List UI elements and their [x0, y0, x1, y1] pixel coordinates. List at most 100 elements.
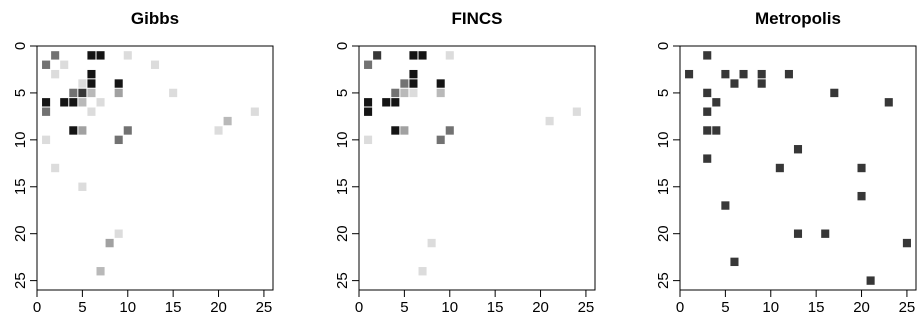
heatmap-cell — [364, 135, 373, 145]
heatmap-cell — [382, 98, 391, 107]
heatmap-cell — [364, 107, 373, 116]
x-tick-label: 15 — [487, 299, 504, 316]
heatmap-cell — [418, 267, 427, 276]
x-tick-label: 5 — [400, 299, 408, 316]
y-tick-label: 15 — [334, 178, 351, 195]
heatmap-cell — [857, 191, 866, 201]
heatmap-cell — [721, 201, 730, 210]
heatmap-cell — [757, 69, 766, 79]
heatmap-cell — [409, 88, 418, 98]
heatmap-cell — [87, 51, 96, 60]
x-tick-label: 20 — [853, 299, 870, 316]
heatmap-cell — [60, 60, 69, 69]
heatmap-cell — [150, 60, 160, 69]
heatmap-cell — [739, 69, 748, 79]
heatmap-cell — [69, 88, 78, 98]
heatmap-cell — [703, 51, 712, 60]
x-tick-label: 10 — [762, 299, 779, 316]
heatmap-cell — [793, 229, 803, 238]
heatmap-cell — [784, 69, 793, 79]
heatmap-cell — [87, 79, 96, 88]
heatmap-cell — [793, 145, 803, 154]
heatmap-cell — [114, 135, 123, 145]
heatmap-cell — [703, 126, 712, 135]
x-tick-label: 10 — [119, 299, 136, 316]
heatmap-cell — [409, 69, 418, 79]
heatmap-cell — [436, 88, 445, 98]
heatmap-cell — [830, 88, 839, 98]
heatmap-cell — [436, 79, 445, 88]
heatmap-cell — [78, 79, 87, 88]
y-tick-label: 20 — [334, 225, 351, 242]
heatmap-cell — [87, 69, 96, 79]
y-tick-label: 10 — [655, 132, 672, 149]
heatmap-cell — [78, 126, 87, 135]
heatmap-cell — [902, 238, 911, 248]
heatmap-cell — [69, 126, 78, 135]
heatmap-cell — [105, 238, 114, 248]
heatmap-cell — [169, 88, 178, 98]
heatmap-cell — [703, 154, 712, 163]
heatmap-cell — [409, 51, 418, 60]
heatmap-cell — [857, 163, 866, 173]
x-tick-label: 25 — [578, 299, 595, 316]
plot-frame — [679, 45, 917, 291]
x-tick-label: 5 — [78, 299, 86, 316]
heatmap-cell — [436, 135, 445, 145]
heatmap-cell — [96, 98, 105, 107]
heatmap-cell — [400, 79, 409, 88]
heatmap-cell — [364, 60, 373, 69]
heatmap-cell — [51, 163, 60, 173]
heatmap-cell — [87, 88, 96, 98]
heatmap-cell — [214, 126, 223, 135]
heatmap-cell — [445, 126, 454, 135]
heatmap-cell — [884, 98, 893, 107]
heatmap-cell — [418, 51, 427, 60]
heatmap-cell — [866, 276, 875, 285]
y-tick-label: 25 — [12, 272, 29, 289]
y-tick-label: 15 — [655, 178, 672, 195]
heatmap-cell — [51, 51, 60, 60]
y-tick-label: 20 — [12, 225, 29, 242]
heatmap-cell — [78, 88, 87, 98]
y-tick-label: 5 — [655, 89, 672, 97]
heatmap-cell — [391, 88, 400, 98]
heatmap-cell — [721, 69, 730, 79]
y-tick-label: 25 — [655, 272, 672, 289]
heatmap-cell — [685, 69, 694, 79]
heatmap-cell — [730, 257, 739, 267]
heatmap-cell — [445, 51, 454, 60]
heatmap-cell — [373, 51, 382, 60]
heatmap-cell — [96, 267, 105, 276]
heatmap-cell — [757, 79, 766, 88]
x-tick-label: 15 — [808, 299, 825, 316]
heatmap-cell — [703, 107, 712, 116]
heatmap-cell — [545, 116, 554, 126]
heatmap-cell — [78, 98, 87, 107]
x-tick-label: 5 — [721, 299, 729, 316]
chart-title: FINCS — [452, 9, 503, 28]
heatmap-cell — [69, 98, 78, 107]
y-tick-label: 10 — [12, 132, 29, 149]
x-tick-label: 20 — [210, 299, 227, 316]
heatmap-cell — [400, 88, 409, 98]
heatmap-cell — [703, 88, 712, 98]
x-tick-label: 0 — [355, 299, 363, 316]
heatmap-cell — [250, 107, 259, 116]
heatmap-cell — [96, 51, 105, 60]
heatmap-cell — [572, 107, 581, 116]
heatmap-cell — [775, 163, 784, 173]
chart-title: Metropolis — [755, 9, 841, 28]
heatmap-cell — [364, 98, 373, 107]
heatmap-cell — [87, 107, 96, 116]
x-tick-label: 25 — [256, 299, 273, 316]
x-tick-label: 0 — [676, 299, 684, 316]
y-tick-label: 0 — [12, 42, 29, 50]
heatmap-cell — [123, 51, 132, 60]
plot-frame — [358, 45, 596, 291]
plot-frame — [36, 45, 274, 291]
heatmap-cell — [123, 126, 132, 135]
